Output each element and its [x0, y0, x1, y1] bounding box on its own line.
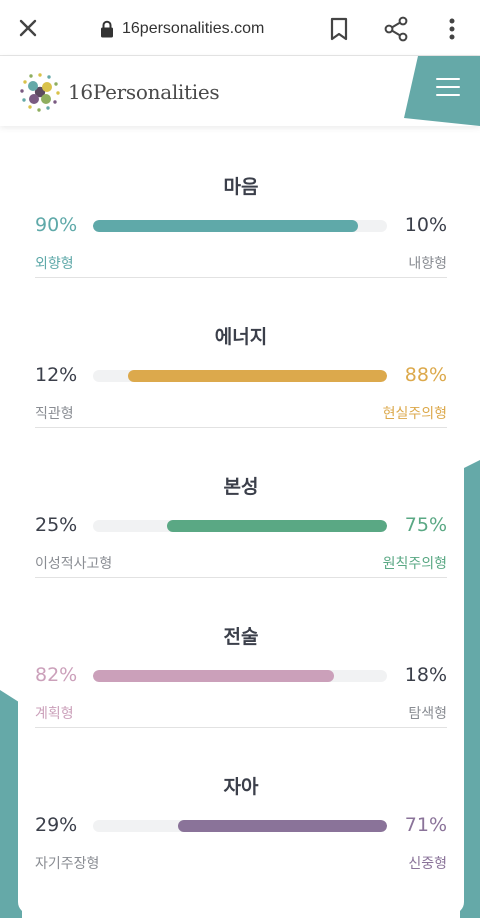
divider	[35, 277, 447, 278]
divider	[35, 727, 447, 728]
trait-left-percent: 29%	[35, 814, 78, 836]
trait-right-percent: 10%	[404, 214, 447, 236]
divider	[35, 577, 447, 578]
trait-left-percent: 82%	[35, 664, 78, 686]
share-icon[interactable]	[382, 15, 410, 43]
trait-left-label: 외향형	[35, 256, 74, 272]
menu-bar-line	[436, 94, 460, 96]
menu-background-shape	[404, 56, 480, 126]
trait-bar-fill	[128, 370, 387, 382]
trait-right-percent: 18%	[404, 664, 447, 686]
trait-bar	[93, 220, 387, 232]
trait-right-percent: 75%	[404, 514, 447, 536]
personality-results-card: 마음 90% 10% 외향형 내향형 에너지 12% 88% 직관형 현실주의형…	[18, 126, 464, 914]
trait-right-label: 현실주의형	[382, 406, 447, 422]
trait-bar	[93, 520, 387, 532]
trait-title: 자아	[223, 776, 259, 798]
trait-bar-fill	[166, 520, 387, 532]
trait-left-label: 이성적사고형	[35, 556, 113, 572]
menu-bar-line	[436, 86, 460, 88]
trait-bar-fill	[93, 220, 358, 232]
trait-right-label: 신중형	[408, 856, 447, 872]
decorative-shape-right	[460, 460, 480, 918]
trait-right-percent: 71%	[404, 814, 447, 836]
bookmark-icon[interactable]	[328, 16, 350, 42]
trait-right-label: 원칙주의형	[382, 556, 447, 572]
close-icon[interactable]	[14, 14, 42, 42]
trait-right-label: 탐색형	[408, 706, 447, 722]
trait-left-percent: 25%	[35, 514, 78, 536]
trait-title: 에너지	[214, 326, 268, 348]
trait-title: 마음	[223, 176, 259, 198]
divider	[35, 427, 447, 428]
trait-left-percent: 12%	[35, 364, 78, 386]
trait-left-label: 계획형	[35, 706, 74, 722]
trait-bar-fill	[93, 670, 335, 682]
site-header: 16Personalities	[0, 56, 480, 126]
browser-toolbar: 16personalities.com	[0, 0, 480, 56]
trait-bar	[93, 370, 387, 382]
logo-text: 16Personalities	[68, 80, 220, 104]
menu-bar-line	[436, 78, 460, 80]
more-vert-icon[interactable]	[442, 14, 462, 44]
decorative-shape-left	[0, 690, 22, 918]
trait-bar	[93, 670, 387, 682]
trait-right-label: 내향형	[408, 256, 447, 272]
lock-icon	[101, 20, 113, 38]
trait-tactics: 전술 82% 18% 계획형 탐색형	[35, 576, 447, 728]
trait-bar-fill	[178, 820, 387, 832]
trait-title: 본성	[223, 476, 259, 498]
address-bar[interactable]: 16personalities.com	[100, 18, 264, 40]
menu-button[interactable]	[436, 78, 460, 98]
trait-right-percent: 88%	[404, 364, 447, 386]
trait-nature: 본성 25% 75% 이성적사고형 원칙주의형	[35, 426, 447, 578]
url-text: 16personalities.com	[122, 20, 265, 37]
trait-left-percent: 90%	[35, 214, 78, 236]
logo-mark-icon	[20, 73, 60, 112]
trait-title: 전술	[223, 626, 259, 648]
trait-bar	[93, 820, 387, 832]
logo[interactable]: 16Personalities	[18, 70, 220, 114]
trait-identity: 자아 29% 71% 자기주장형 신중형	[35, 726, 447, 876]
trait-left-label: 직관형	[35, 406, 74, 422]
trait-energy: 에너지 12% 88% 직관형 현실주의형	[35, 276, 447, 428]
trait-left-label: 자기주장형	[35, 856, 100, 872]
trait-mind: 마음 90% 10% 외향형 내향형	[35, 126, 447, 278]
